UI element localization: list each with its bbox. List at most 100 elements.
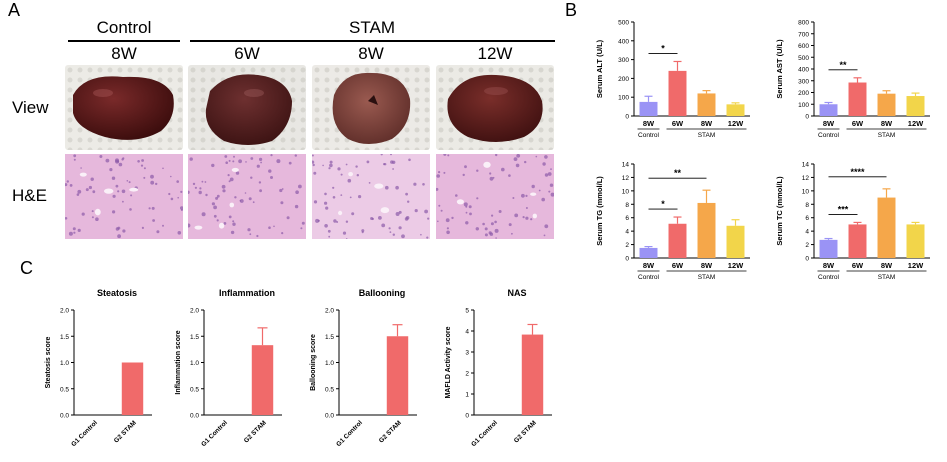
y-tick-label: 14 [802, 162, 810, 169]
bar [121, 362, 144, 415]
bar [386, 336, 409, 415]
x-tick-label: 6W [672, 261, 684, 270]
panel-letter-a: A [8, 0, 21, 20]
bar [726, 225, 745, 258]
y-axis-label: MAFLD Activity score [445, 326, 452, 398]
bar [639, 101, 658, 116]
y-tick-label: 2 [805, 242, 809, 249]
y-tick-label: 10 [802, 188, 810, 195]
timepoint-label: 8W [358, 44, 384, 63]
y-tick-label: 3 [465, 350, 469, 357]
group-label: STAM [698, 274, 716, 281]
y-tick-label: 0 [805, 256, 809, 263]
he-section-stam-8w [312, 154, 430, 239]
y-tick-label: 1.5 [190, 334, 199, 341]
y-tick-label: 1.0 [60, 360, 69, 367]
bar [848, 82, 867, 116]
bar [639, 247, 658, 258]
x-tick-label: G2 STAM [113, 419, 138, 444]
y-tick-label: 2 [625, 242, 629, 249]
y-axis-label: Steatosis score [45, 337, 52, 389]
y-tick-label: 100 [618, 95, 629, 102]
y-tick-label: 0.0 [190, 413, 199, 420]
he-section-stam-6w [188, 154, 306, 239]
timepoint-label: 8W [111, 44, 137, 63]
y-axis-label: Serum ALT (U/L) [595, 39, 604, 98]
group-label: Control [638, 132, 660, 139]
y-tick-label: 0.5 [325, 386, 334, 393]
x-tick-label: 12W [728, 119, 744, 128]
chart-nas: NAS 0 1 2 3 4 5 MAFLD Activity score G1 Control G… [445, 288, 552, 448]
y-tick-label: 1.5 [60, 334, 69, 341]
y-axis-label: Serum AST (U/L) [775, 39, 784, 99]
liver-photo-stam-6w [188, 65, 306, 150]
y-tick-label: 600 [798, 43, 809, 50]
group-label-stam: STAM [349, 18, 395, 37]
x-tick-label: 8W [881, 261, 893, 270]
significance-label: * [661, 43, 665, 53]
y-tick-label: 0 [625, 114, 629, 121]
y-tick-label: 0.0 [60, 413, 69, 420]
y-tick-label: 5 [465, 308, 469, 315]
y-tick-label: 1.0 [190, 360, 199, 367]
chart-serum-tg: 0 2 4 6 8 10 12 14 Serum TG (mmol/L) 8W 6W 8W 12W Con… [595, 162, 750, 281]
group-label: Control [818, 274, 840, 281]
x-tick-label: 8W [823, 261, 835, 270]
y-axis-label: Ballooning score [310, 334, 317, 391]
bar [906, 96, 925, 116]
bar [819, 104, 838, 116]
y-tick-label: 0 [625, 256, 629, 263]
x-tick-label: 8W [881, 119, 893, 128]
y-tick-label: 1.0 [325, 360, 334, 367]
significance-label: * [661, 199, 665, 209]
x-tick-label: G2 STAM [513, 419, 538, 444]
y-tick-label: 500 [798, 55, 809, 62]
x-tick-label: G1 Control [470, 419, 499, 448]
y-tick-label: 14 [622, 162, 630, 169]
chart-steatosis: Steatosis 0.0 0.5 1.0 1.5 2.0 Steatosis score G… [45, 288, 152, 448]
y-tick-label: 12 [622, 175, 630, 182]
significance-label: ** [839, 60, 847, 70]
y-tick-label: 2.0 [190, 308, 199, 315]
y-tick-label: 700 [798, 31, 809, 38]
liver-photo-stam-12w [436, 65, 554, 150]
liver-photo-stam-8w [312, 65, 430, 150]
x-tick-label: 8W [643, 119, 655, 128]
significance-label: **** [850, 167, 865, 177]
row-label-he: H&E [12, 186, 47, 205]
y-tick-label: 2.0 [60, 308, 69, 315]
chart-title: Steatosis [97, 288, 137, 298]
x-tick-label: G1 Control [70, 419, 99, 448]
bar [668, 223, 687, 258]
y-tick-label: 1.5 [325, 334, 334, 341]
y-tick-label: 0.5 [60, 386, 69, 393]
chart-serum-ast: 0 100 200 300 400 500 600 700 800 Serum AST (U/L)… [775, 20, 930, 139]
significance-label: *** [838, 204, 849, 214]
bar [848, 224, 867, 258]
x-tick-label: 6W [852, 261, 864, 270]
group-rule-stam [190, 40, 555, 42]
panel-letter-b: B [565, 0, 578, 20]
x-tick-label: 12W [728, 261, 744, 270]
chart-title: NAS [507, 288, 526, 298]
row-label-view: View [12, 98, 49, 117]
group-label: Control [638, 274, 660, 281]
y-tick-label: 6 [625, 215, 629, 222]
bar [819, 239, 838, 258]
y-tick-label: 4 [465, 329, 469, 336]
bar [251, 345, 274, 415]
y-axis-label: Inflammation score [175, 330, 182, 394]
y-axis-label: Serum TC (mmol/L) [775, 176, 784, 246]
y-tick-label: 4 [805, 229, 809, 236]
y-tick-label: 6 [805, 215, 809, 222]
chart-ballooning: Ballooning 0.0 0.5 1.0 1.5 2.0 Ballooning scor… [310, 288, 417, 448]
y-tick-label: 400 [798, 67, 809, 74]
y-tick-label: 10 [622, 188, 630, 195]
y-tick-label: 1 [465, 392, 469, 399]
x-tick-label: 8W [823, 119, 835, 128]
x-tick-label: 8W [701, 261, 713, 270]
bar [726, 104, 745, 116]
group-label: STAM [878, 274, 896, 281]
significance-label: ** [674, 168, 682, 178]
chart-serum-tc: 0 2 4 6 8 10 12 14 Serum TC (mmol/L) 8W 6W 8W 12W Con… [775, 162, 930, 281]
